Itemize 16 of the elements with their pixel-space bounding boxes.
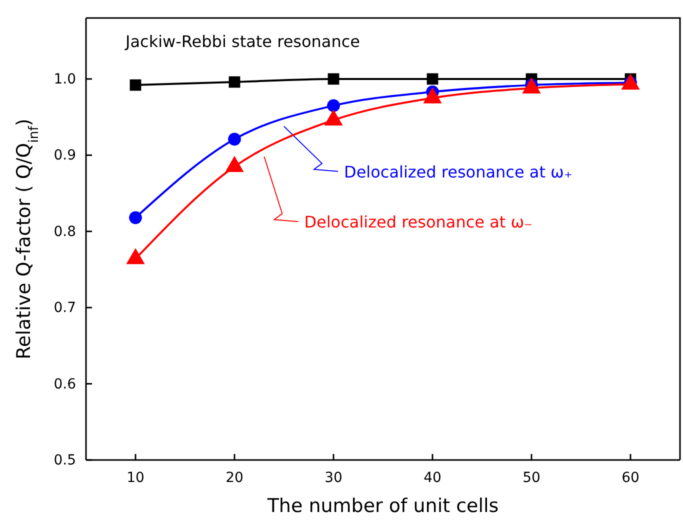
x-tick-label: 10 — [126, 470, 144, 486]
y-tick-label: 0.8 — [54, 224, 76, 240]
x-tick-label: 50 — [522, 470, 540, 486]
x-tick-label: 20 — [226, 470, 244, 486]
y-tick-label: 0.6 — [54, 376, 76, 392]
y-tick-label: 0.7 — [54, 300, 76, 316]
text: Delocalized resonance at ω₊ — [344, 162, 572, 182]
x-tick-label: 40 — [424, 470, 442, 486]
text: Delocalized resonance at ω₋ — [304, 212, 533, 232]
y-tick-label: 0.5 — [54, 452, 76, 468]
y-tick-label: 1.0 — [54, 71, 76, 88]
x-axis-title: The number of unit cells — [266, 495, 499, 517]
x-tick-label: 30 — [324, 470, 342, 486]
x-tick-label: 60 — [622, 470, 640, 486]
series-label: Jackiw-Rebbi state resonance — [124, 32, 360, 52]
y-tick-label: 0.9 — [54, 148, 76, 164]
